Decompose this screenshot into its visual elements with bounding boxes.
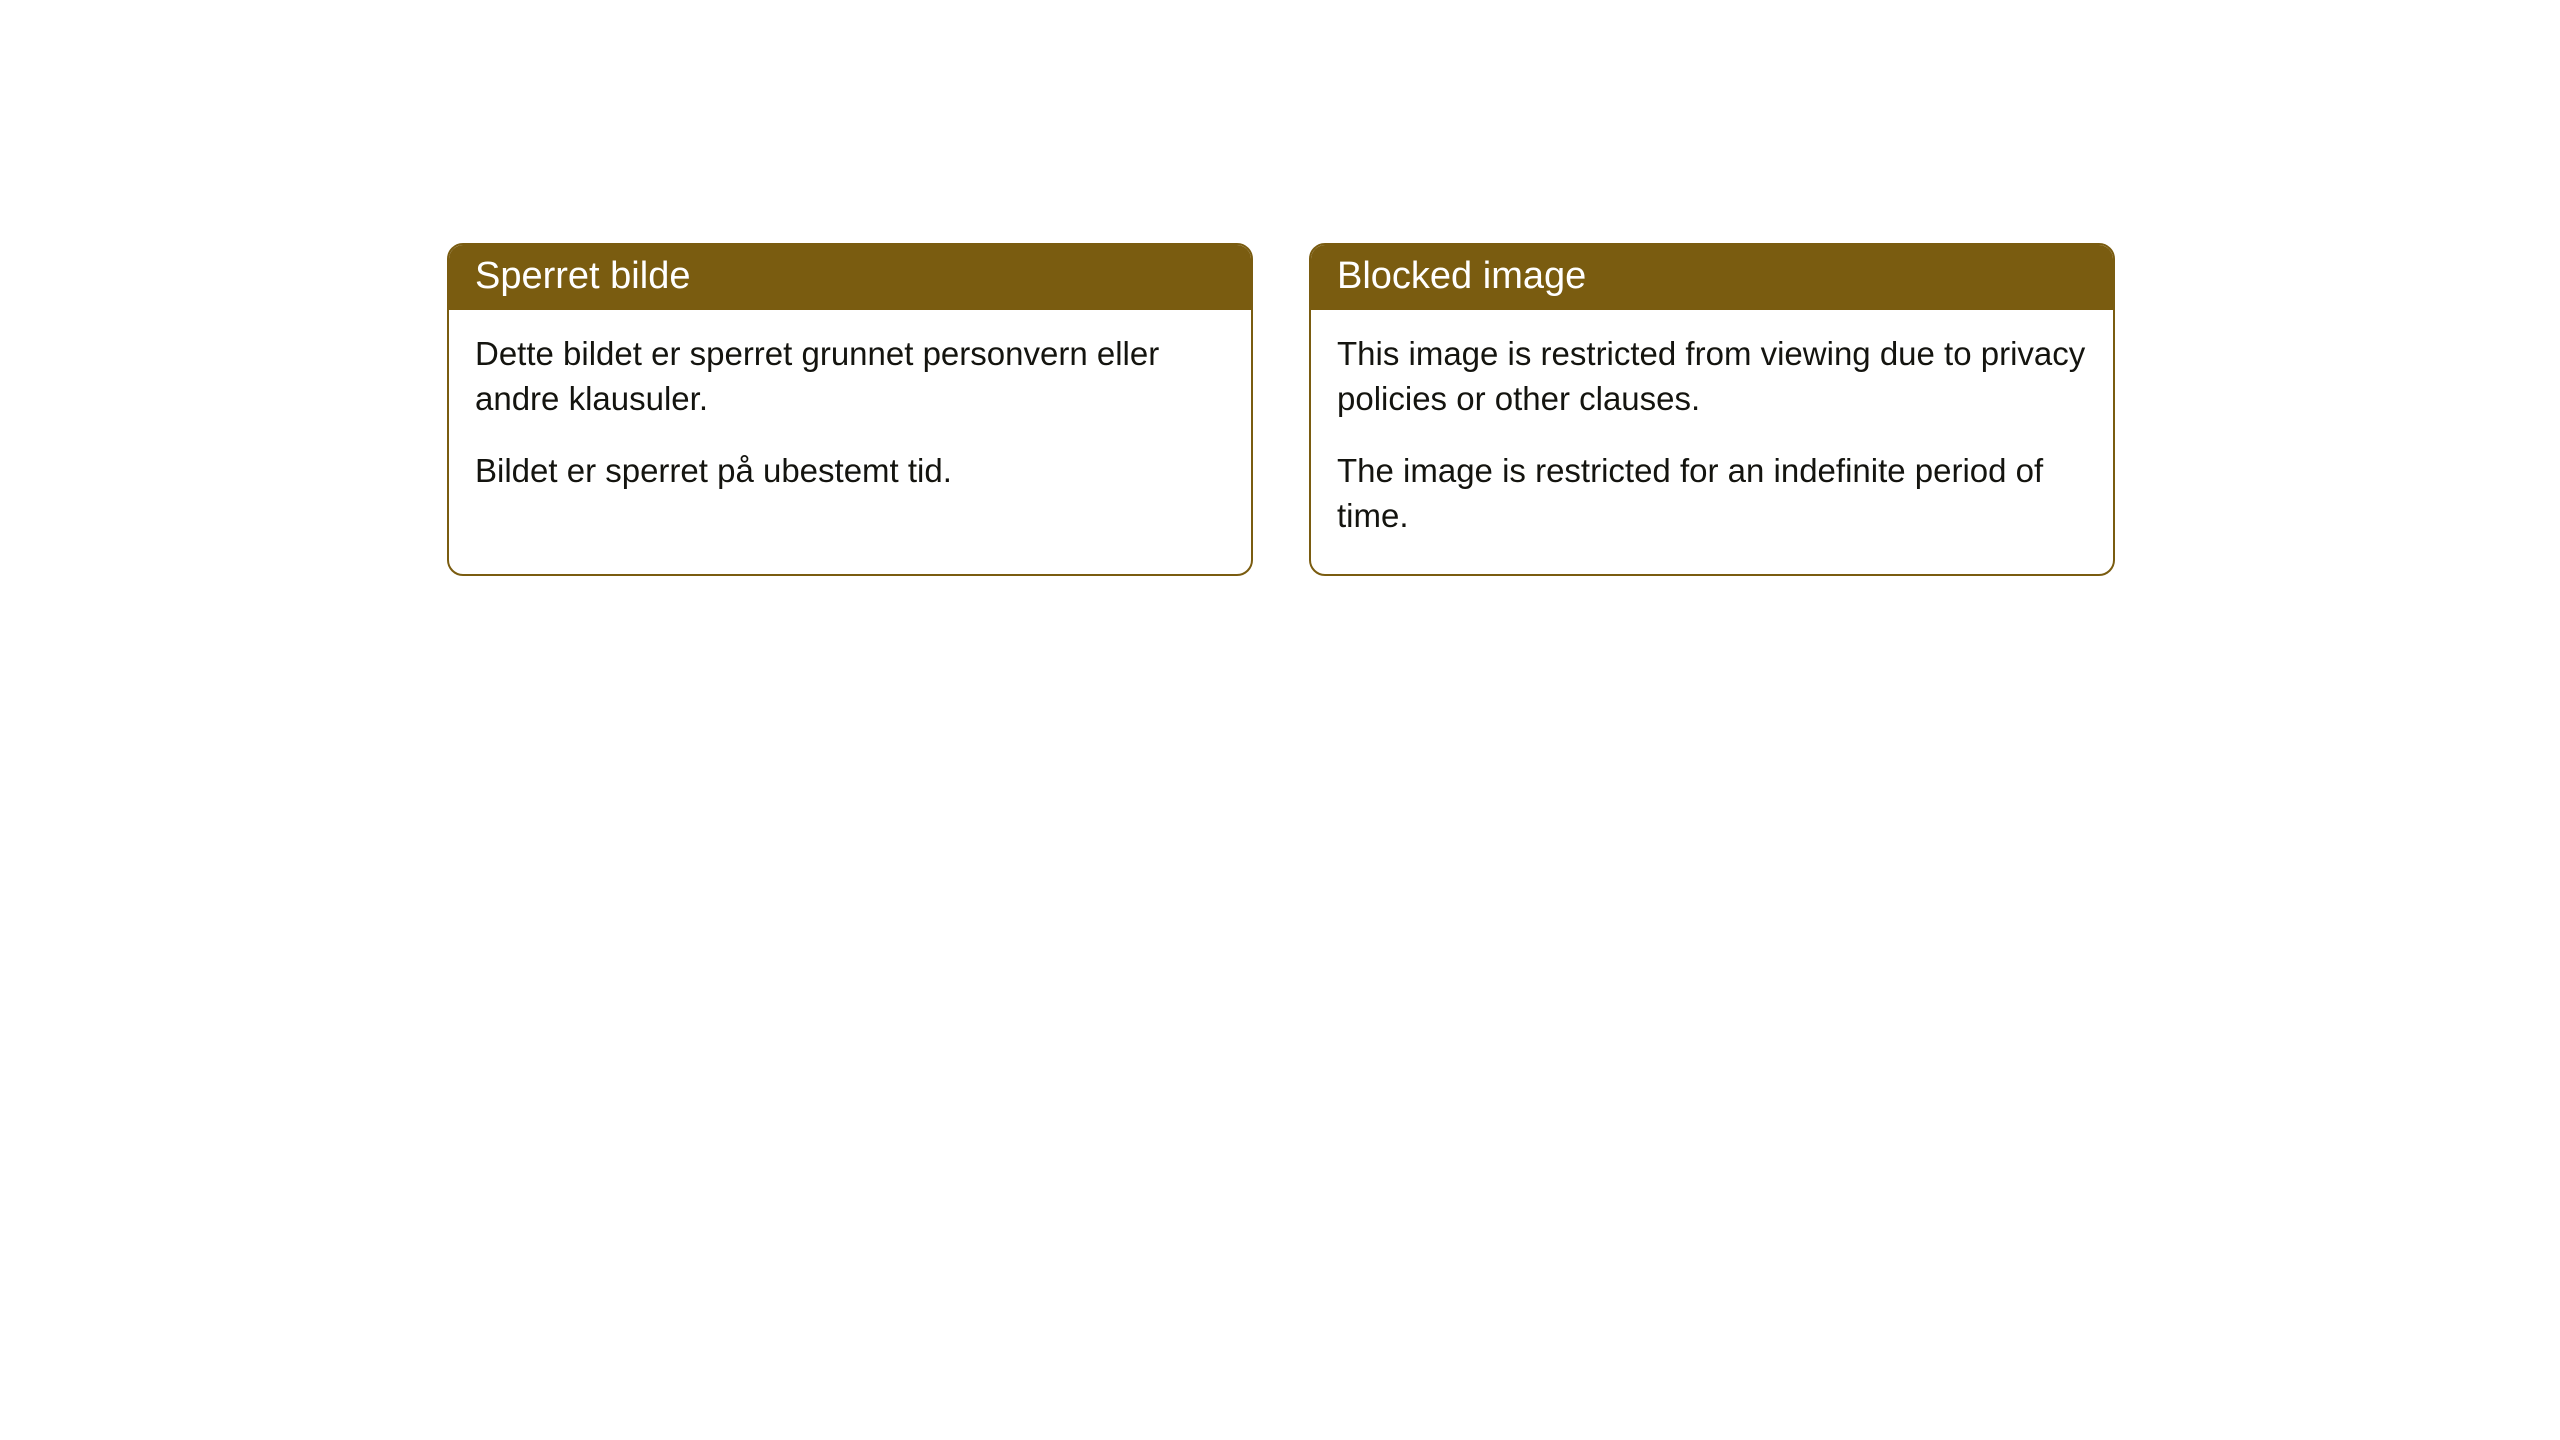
card-body: Dette bildet er sperret grunnet personve… [449,310,1251,530]
card-paragraph: The image is restricted for an indefinit… [1337,449,2087,538]
card-paragraph: Dette bildet er sperret grunnet personve… [475,332,1225,421]
card-title: Blocked image [1311,245,2113,310]
card-title: Sperret bilde [449,245,1251,310]
notice-card-english: Blocked image This image is restricted f… [1309,243,2115,576]
notice-card-container: Sperret bilde Dette bildet er sperret gr… [447,243,2115,576]
card-body: This image is restricted from viewing du… [1311,310,2113,574]
card-paragraph: This image is restricted from viewing du… [1337,332,2087,421]
notice-card-norwegian: Sperret bilde Dette bildet er sperret gr… [447,243,1253,576]
card-paragraph: Bildet er sperret på ubestemt tid. [475,449,1225,494]
